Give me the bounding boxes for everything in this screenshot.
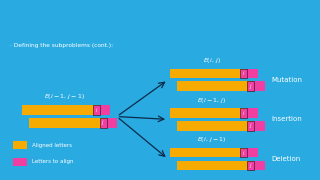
Text: $E(i-1,\,j-1)$: $E(i-1,\,j-1)$ [44,92,85,101]
Text: Mutation: Mutation [271,77,302,83]
Bar [13,141,27,149]
Bar [253,81,265,91]
Text: $j$: $j$ [249,82,252,91]
Bar [177,161,253,170]
Bar [246,108,258,118]
Bar [13,158,27,166]
Bar [240,69,247,78]
Text: SEQUENCE ALIGNMENT: SEQUENCE ALIGNMENT [13,19,148,29]
Text: Deletion: Deletion [271,156,300,162]
Bar [247,81,254,91]
Text: Aligned letters: Aligned letters [32,143,72,148]
Text: $E(i-1,\,j)$: $E(i-1,\,j)$ [197,96,226,105]
Text: Letters to align: Letters to align [32,159,74,165]
Text: · Defining the subproblems (cont.):: · Defining the subproblems (cont.): [10,43,113,48]
Bar [170,148,246,157]
Bar [170,69,246,78]
Bar [247,121,254,130]
Bar [170,108,246,118]
Bar [240,148,247,157]
Bar [22,105,99,115]
Text: $j$: $j$ [249,121,252,130]
Text: $E(i,\,j-1)$: $E(i,\,j-1)$ [197,135,226,144]
Text: $j$: $j$ [249,161,252,170]
Text: Insertion: Insertion [271,116,302,122]
Bar [29,118,106,128]
Bar [106,118,117,128]
Text: $i$: $i$ [242,69,245,77]
Text: $i$: $i$ [242,148,245,157]
Bar [253,161,265,170]
Bar [246,148,258,157]
Text: $i$: $i$ [95,106,98,114]
Bar [100,118,107,128]
Bar [246,69,258,78]
Bar [177,81,253,91]
Bar [99,105,110,115]
Bar [247,161,254,170]
Bar [93,105,100,115]
Text: $E(i,\,j)$: $E(i,\,j)$ [203,56,220,65]
Bar [253,121,265,130]
Bar [240,108,247,118]
Text: $i$: $i$ [242,109,245,117]
Bar [177,121,253,130]
Text: $j$: $j$ [101,118,105,127]
